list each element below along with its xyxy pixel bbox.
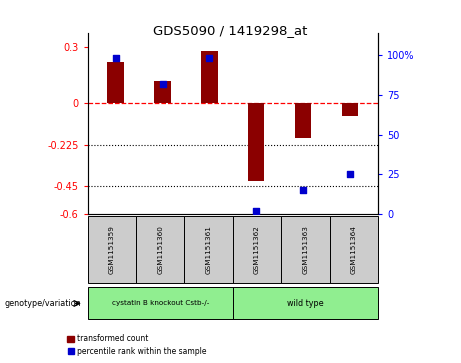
Text: GSM1151362: GSM1151362 <box>254 225 260 274</box>
Text: GSM1151363: GSM1151363 <box>302 225 308 274</box>
Point <box>346 171 354 177</box>
Point <box>253 208 260 214</box>
Point <box>299 187 307 193</box>
Text: cystatin B knockout Cstb-/-: cystatin B knockout Cstb-/- <box>112 301 209 306</box>
Bar <box>201 51 218 103</box>
Point <box>206 55 213 61</box>
Bar <box>342 103 358 116</box>
Point <box>112 55 119 61</box>
Point <box>159 81 166 86</box>
Legend: transformed count, percentile rank within the sample: transformed count, percentile rank withi… <box>64 331 210 359</box>
Text: GSM1151359: GSM1151359 <box>109 225 115 274</box>
Text: wild type: wild type <box>287 299 324 308</box>
Text: GSM1151361: GSM1151361 <box>206 225 212 274</box>
Text: genotype/variation: genotype/variation <box>5 299 81 308</box>
Bar <box>248 103 265 181</box>
Text: GDS5090 / 1419298_at: GDS5090 / 1419298_at <box>154 24 307 37</box>
Text: GSM1151364: GSM1151364 <box>351 225 357 274</box>
Bar <box>295 103 311 138</box>
Bar <box>154 81 171 103</box>
Text: GSM1151360: GSM1151360 <box>157 225 163 274</box>
Bar <box>107 62 124 103</box>
